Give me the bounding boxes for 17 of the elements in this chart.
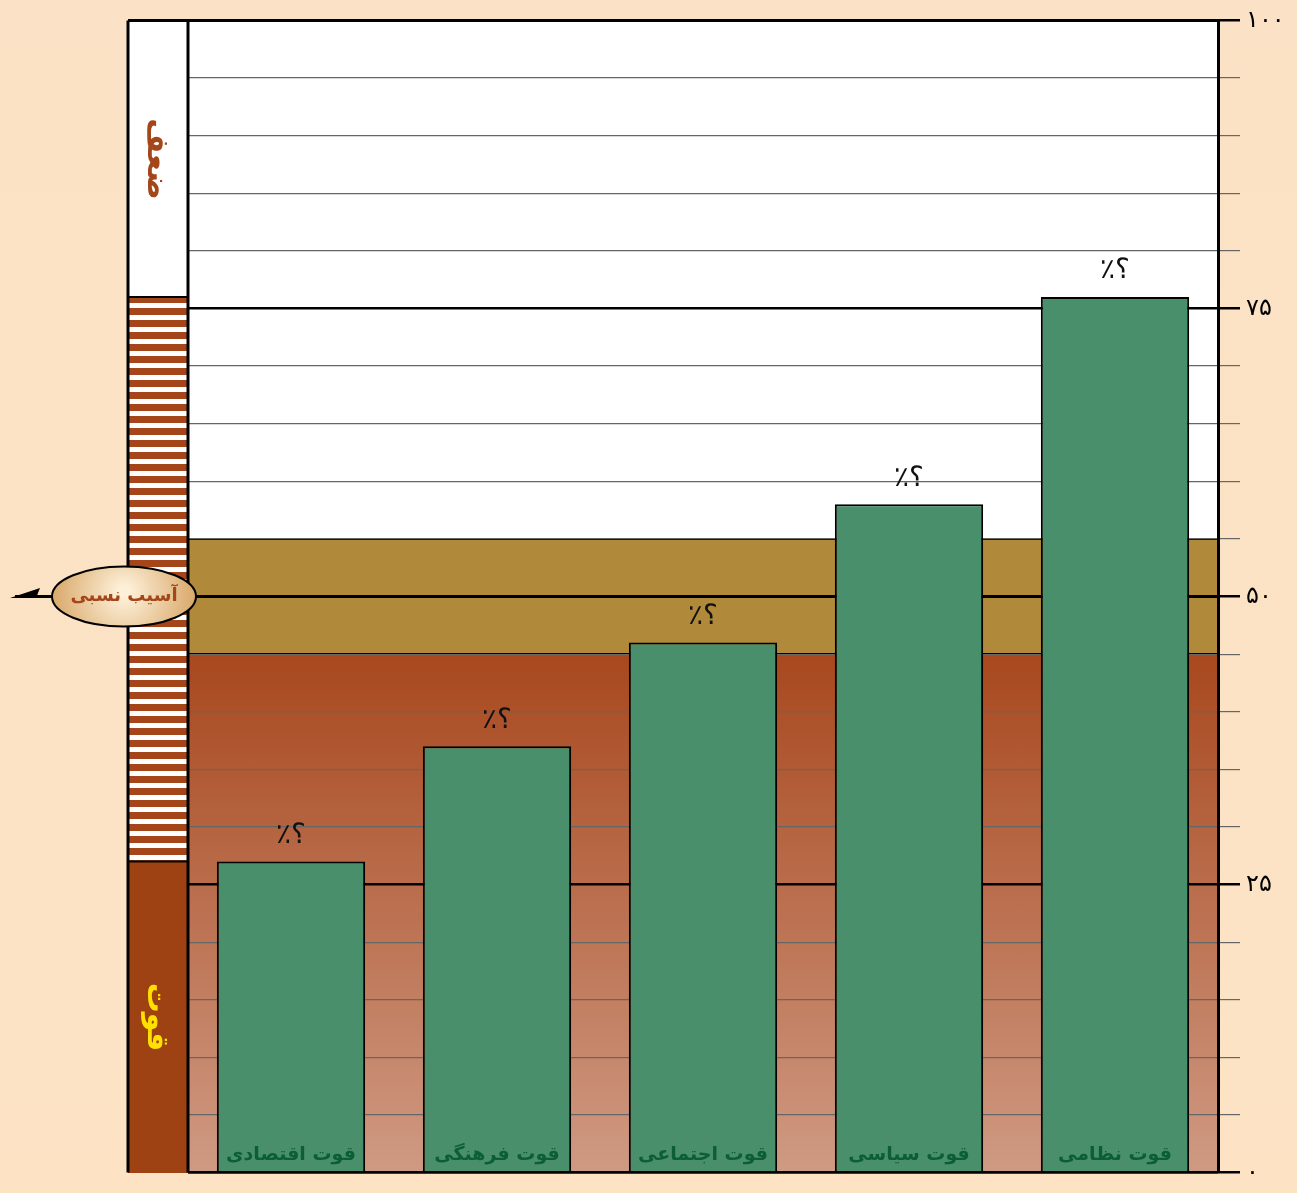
data-label: ؟٪ bbox=[482, 701, 512, 735]
x-tick-label: قوت سیاسی bbox=[848, 1142, 970, 1166]
x-tick-label: قوت فرهنگی bbox=[434, 1142, 560, 1166]
x-tick-label: قوت اجتماعی bbox=[637, 1142, 769, 1166]
ref-line-label: آسیب نسبی bbox=[70, 583, 179, 606]
y-tick-label: ۰ bbox=[1246, 1156, 1259, 1185]
text: ضعف bbox=[140, 117, 176, 200]
x-tick-label: قوت نظامی bbox=[1058, 1142, 1172, 1166]
data-label: ؟٪ bbox=[688, 597, 718, 631]
y-tick-label: ۲۵ bbox=[1246, 868, 1272, 897]
y-tick-label: ۱۰۰ bbox=[1246, 4, 1285, 33]
y-tick-label: ۵۰ bbox=[1246, 580, 1272, 609]
data-label: ؟٪ bbox=[276, 816, 306, 850]
text: قوت bbox=[140, 982, 176, 1052]
x-tick-label: قوت اقتصادی bbox=[226, 1142, 356, 1166]
data-label: ؟٪ bbox=[1100, 252, 1130, 286]
y-tick-label: ۷۵ bbox=[1246, 292, 1272, 321]
